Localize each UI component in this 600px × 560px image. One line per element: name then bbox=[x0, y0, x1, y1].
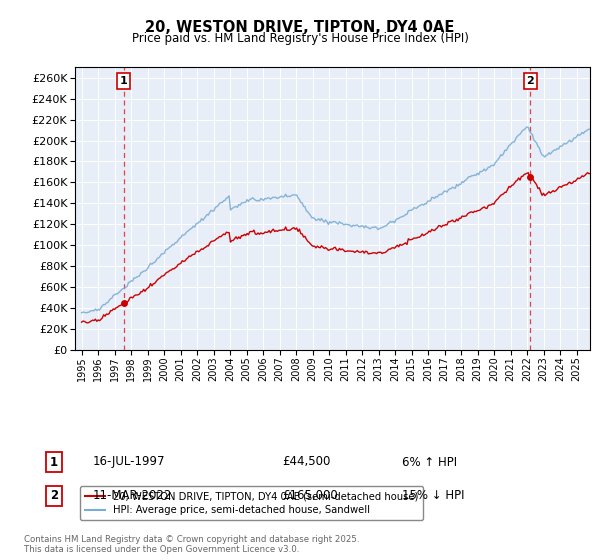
Text: 1: 1 bbox=[119, 76, 127, 86]
Text: 15% ↓ HPI: 15% ↓ HPI bbox=[402, 489, 464, 502]
Text: Contains HM Land Registry data © Crown copyright and database right 2025.
This d: Contains HM Land Registry data © Crown c… bbox=[24, 535, 359, 554]
Text: 20, WESTON DRIVE, TIPTON, DY4 0AE: 20, WESTON DRIVE, TIPTON, DY4 0AE bbox=[145, 20, 455, 35]
Text: 2: 2 bbox=[526, 76, 534, 86]
Text: 6% ↑ HPI: 6% ↑ HPI bbox=[402, 455, 457, 469]
Text: £165,000: £165,000 bbox=[282, 489, 338, 502]
Legend: 20, WESTON DRIVE, TIPTON, DY4 0AE (semi-detached house), HPI: Average price, sem: 20, WESTON DRIVE, TIPTON, DY4 0AE (semi-… bbox=[80, 486, 424, 520]
Text: 11-MAR-2022: 11-MAR-2022 bbox=[93, 489, 172, 502]
Text: 1: 1 bbox=[50, 455, 58, 469]
Text: Price paid vs. HM Land Registry's House Price Index (HPI): Price paid vs. HM Land Registry's House … bbox=[131, 32, 469, 45]
Text: £44,500: £44,500 bbox=[282, 455, 331, 469]
Text: 16-JUL-1997: 16-JUL-1997 bbox=[93, 455, 166, 469]
Text: 2: 2 bbox=[50, 489, 58, 502]
